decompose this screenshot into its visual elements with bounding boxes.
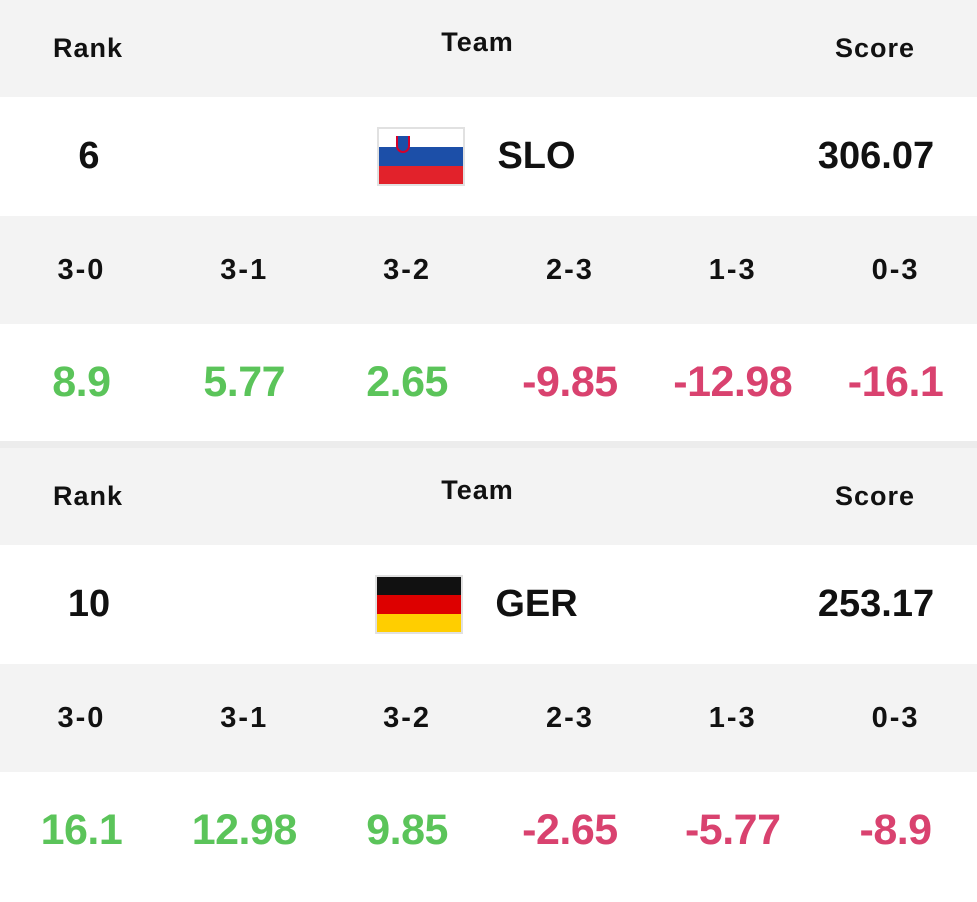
result-label: 0-3 bbox=[871, 701, 920, 734]
card-header-row: Rank Team Score bbox=[0, 0, 977, 97]
card-header-row: Rank Team Score bbox=[0, 448, 977, 545]
result-label: 2-3 bbox=[545, 701, 594, 734]
team-card-slo: Rank Team Score 6 SLO 306.07 3-0 3-1 3-2… bbox=[0, 0, 977, 441]
result-value: -12.98 bbox=[673, 358, 793, 406]
result-value: 9.85 bbox=[366, 806, 448, 854]
result-labels-row: 3-0 3-1 3-2 2-3 1-3 0-3 bbox=[0, 664, 977, 772]
result-label: 3-1 bbox=[220, 253, 269, 286]
team-rank: 10 bbox=[67, 583, 111, 625]
result-value: 2.65 bbox=[366, 358, 448, 406]
score-header: Score bbox=[834, 33, 916, 63]
result-value: 8.9 bbox=[52, 358, 111, 406]
team-rank: 6 bbox=[78, 135, 100, 177]
result-label: 0-3 bbox=[871, 253, 920, 286]
result-value: -2.65 bbox=[522, 806, 618, 854]
result-value: -5.77 bbox=[684, 806, 781, 854]
result-value: -8.9 bbox=[859, 806, 933, 854]
result-label: 3-0 bbox=[57, 253, 106, 286]
result-value: 16.1 bbox=[40, 806, 123, 854]
team-score: 253.17 bbox=[817, 583, 935, 625]
team-row: 6 SLO 306.07 bbox=[0, 97, 977, 216]
result-label: 3-2 bbox=[383, 253, 432, 286]
team-code: SLO bbox=[497, 135, 576, 177]
score-header: Score bbox=[834, 481, 916, 511]
team-row: 10 GER 253.17 bbox=[0, 545, 977, 664]
result-value: 5.77 bbox=[203, 358, 286, 406]
result-label: 3-2 bbox=[383, 701, 432, 734]
result-labels-row: 3-0 3-1 3-2 2-3 1-3 0-3 bbox=[0, 216, 977, 324]
result-values-row: 16.1 12.98 9.85 -2.65 -5.77 -8.9 bbox=[0, 772, 977, 889]
team-score: 306.07 bbox=[817, 135, 935, 177]
rank-header: Rank bbox=[52, 481, 124, 511]
germany-flag-icon bbox=[375, 575, 464, 634]
team-header: Team bbox=[441, 475, 514, 505]
team-code: GER bbox=[495, 583, 578, 625]
card-divider bbox=[0, 441, 977, 448]
result-label: 3-0 bbox=[57, 701, 106, 734]
result-label: 2-3 bbox=[545, 253, 594, 286]
result-label: 3-1 bbox=[220, 701, 269, 734]
result-value: 12.98 bbox=[191, 806, 298, 854]
coat-of-arms-icon bbox=[396, 136, 411, 153]
result-values-row: 8.9 5.77 2.65 -9.85 -12.98 -16.1 bbox=[0, 324, 977, 441]
team-header: Team bbox=[441, 27, 514, 57]
slovenia-flag-icon bbox=[377, 127, 466, 186]
team-card-ger: Rank Team Score 10 GER 253.17 3-0 3-1 3-… bbox=[0, 448, 977, 889]
rank-header: Rank bbox=[52, 33, 124, 63]
result-value: -16.1 bbox=[847, 358, 944, 406]
result-value: -9.85 bbox=[522, 358, 618, 406]
result-label: 1-3 bbox=[708, 253, 757, 286]
result-label: 1-3 bbox=[708, 701, 757, 734]
